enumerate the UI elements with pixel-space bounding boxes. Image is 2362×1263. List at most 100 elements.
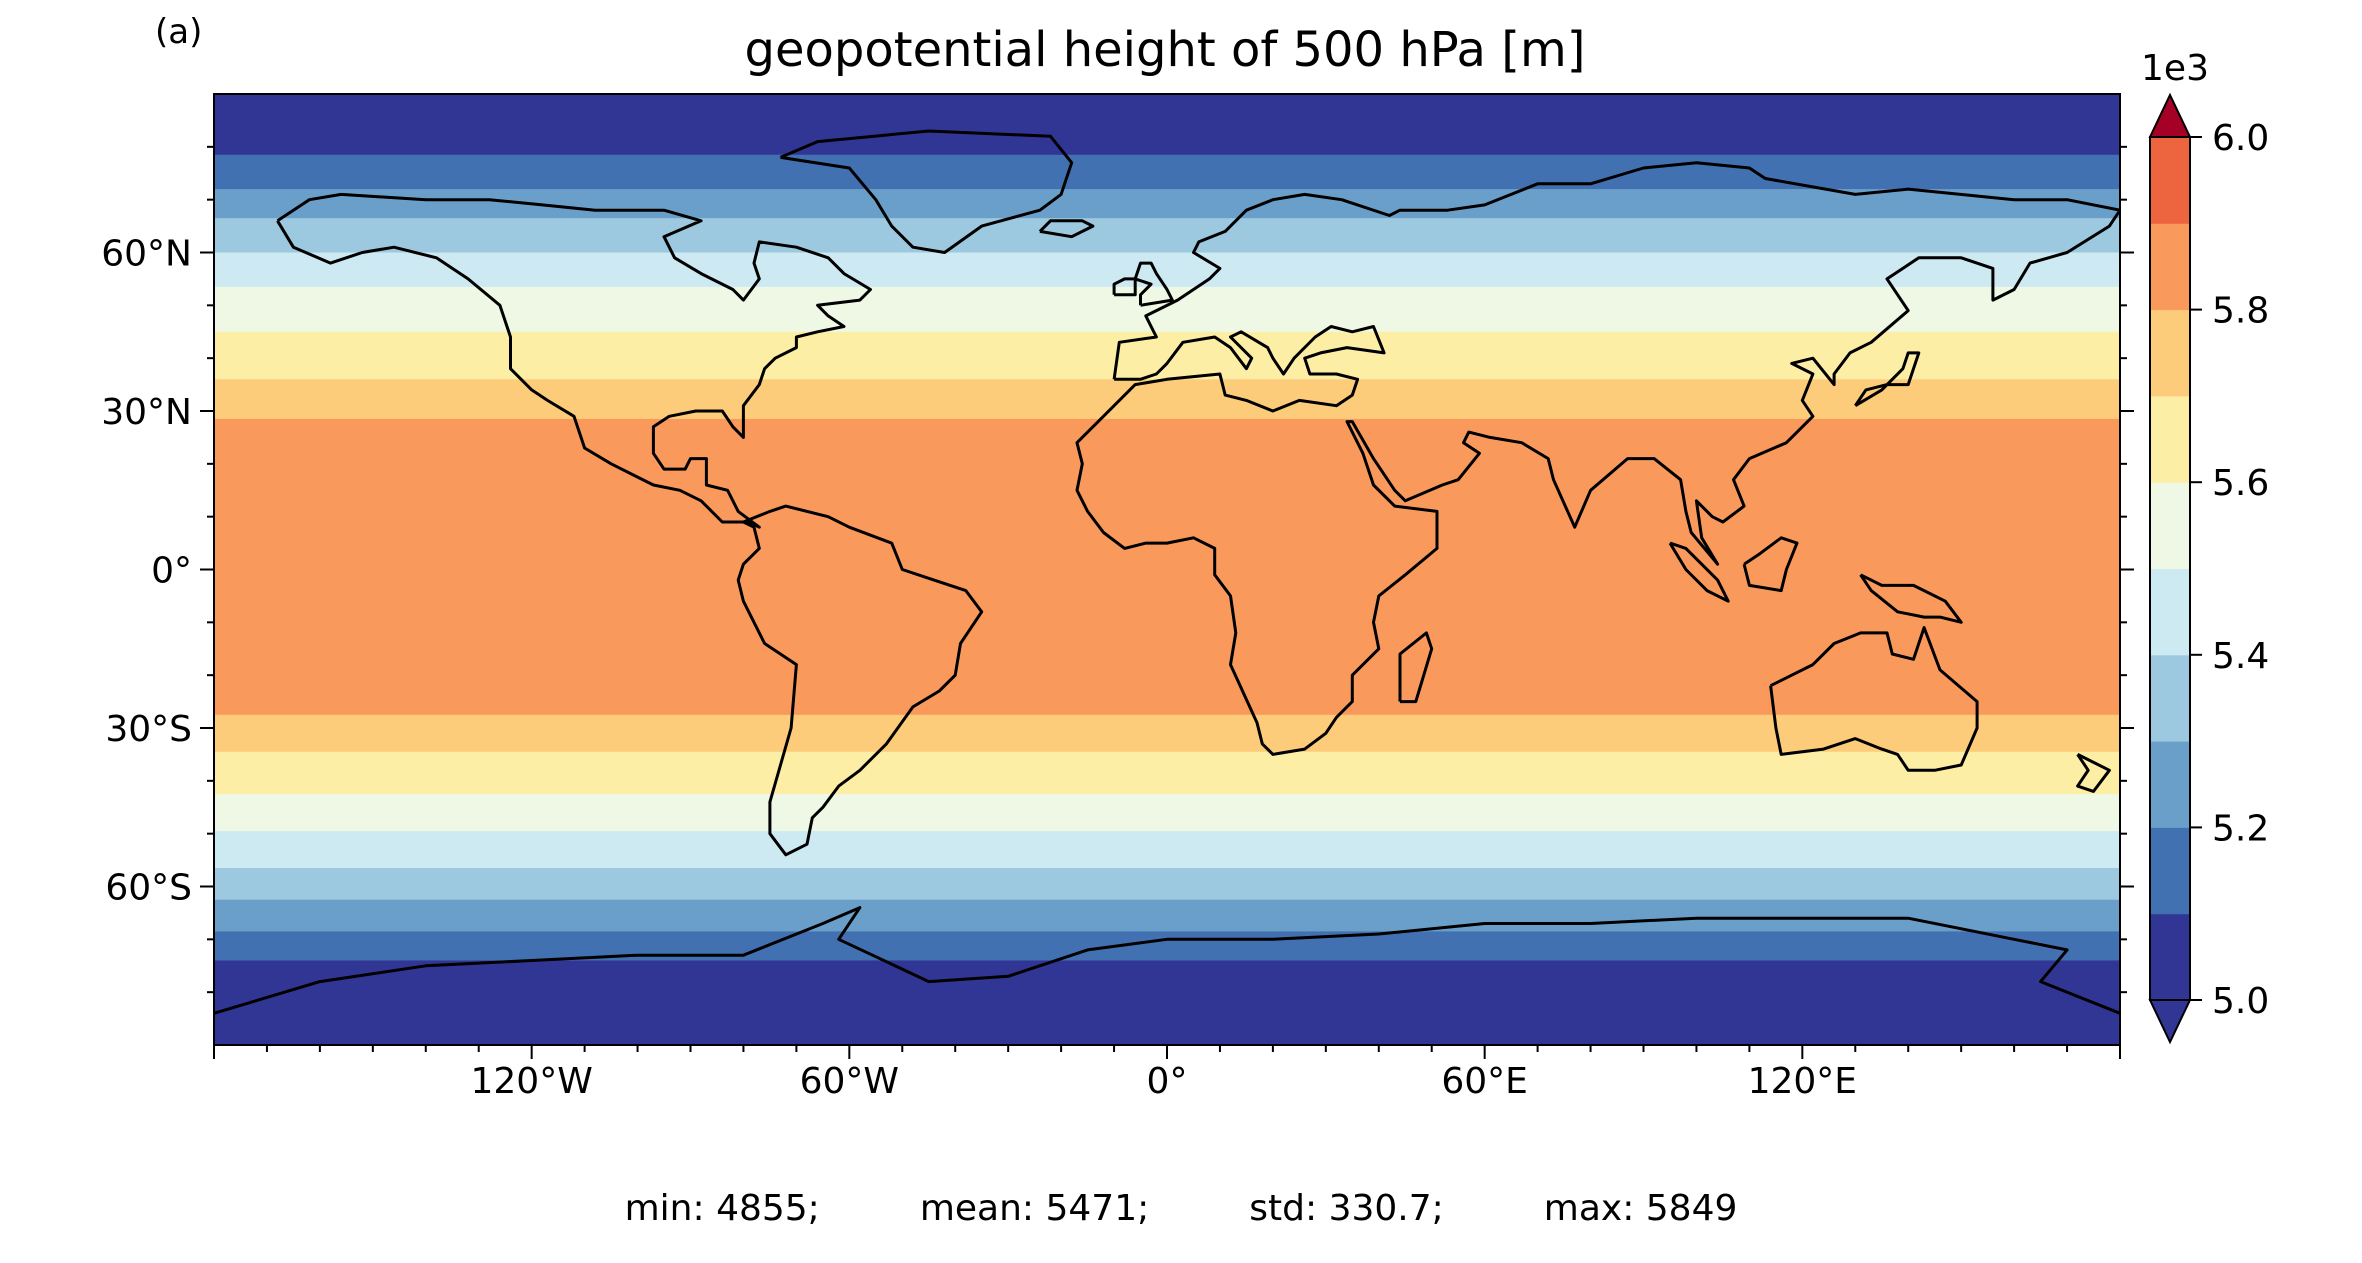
- contour-band: [214, 144, 2120, 148]
- contour-band: [214, 146, 2120, 151]
- contour-band: [214, 772, 2120, 777]
- contour-band: [214, 297, 2120, 301]
- contour-band: [214, 350, 2120, 354]
- contour-band: [214, 749, 2120, 753]
- y-tick-label: 60°S: [105, 868, 192, 909]
- contour-band: [214, 566, 2120, 571]
- contour-band: [214, 685, 2120, 689]
- contour-band: [214, 94, 2120, 98]
- contour-band: [214, 167, 2120, 172]
- contour-band: [214, 915, 2120, 919]
- contour-band: [214, 379, 2120, 383]
- contour-band: [214, 413, 2120, 417]
- contour-band: [214, 138, 2120, 143]
- contour-band: [214, 825, 2120, 829]
- contour-band: [214, 358, 2120, 362]
- contour-band: [214, 247, 2120, 251]
- contour-band: [214, 809, 2120, 814]
- contour-band: [214, 455, 2120, 460]
- contour-band: [214, 651, 2120, 655]
- contour-band: [214, 804, 2120, 808]
- y-tick-label: 30°S: [105, 709, 192, 750]
- contour-band: [214, 783, 2120, 787]
- contour-band: [214, 984, 2120, 988]
- contour-band: [214, 907, 2120, 911]
- contour-band: [214, 397, 2120, 402]
- contour-band: [214, 635, 2120, 639]
- contour-band: [214, 928, 2120, 933]
- contour-band: [214, 326, 2120, 330]
- contour-band: [214, 997, 2120, 1001]
- contour-band: [214, 149, 2120, 153]
- contour-band: [214, 569, 2120, 573]
- contour-band: [214, 976, 2120, 980]
- contour-band: [214, 667, 2120, 671]
- contour-band: [214, 160, 2120, 164]
- contour-band: [214, 101, 2120, 106]
- contour-band: [214, 477, 2120, 481]
- y-tick-label: 30°N: [101, 392, 192, 433]
- contour-band: [214, 741, 2120, 745]
- coastline-new-zealand: [2076, 753, 2111, 793]
- contour-band: [214, 881, 2120, 885]
- contour-band: [214, 204, 2120, 209]
- contour-band: [214, 492, 2120, 497]
- contour-band: [214, 796, 2120, 800]
- contour-band: [214, 934, 2120, 938]
- contour-band: [214, 165, 2120, 169]
- contour-band: [214, 683, 2120, 687]
- contour-band: [214, 1002, 2120, 1006]
- x-tick-label: 60°W: [800, 1061, 899, 1102]
- contour-band: [214, 654, 2120, 658]
- contour-band: [214, 495, 2120, 499]
- contour-band: [214, 640, 2120, 645]
- coastline-eurasia-africa: [1075, 161, 2120, 756]
- contour-band: [214, 347, 2120, 351]
- contour-band: [214, 392, 2120, 396]
- contour-band: [214, 587, 2120, 592]
- contour-band: [214, 899, 2120, 903]
- contour-band: [214, 1013, 2120, 1017]
- contour-band: [214, 310, 2120, 314]
- contour-band: [214, 770, 2120, 774]
- coastline-japan: [1854, 351, 1921, 407]
- contour-band: [214, 709, 2120, 713]
- contour-band: [214, 527, 2120, 531]
- coastline-madagascar: [1398, 631, 1434, 704]
- contour-band: [214, 791, 2120, 795]
- contour-band: [214, 1034, 2120, 1038]
- contour-band: [214, 514, 2120, 518]
- contour-band: [214, 194, 2120, 198]
- contour-band: [214, 638, 2120, 642]
- colorbar-extend-top: [2148, 92, 2192, 138]
- contour-band: [214, 405, 2120, 409]
- contour-band: [214, 1010, 2120, 1014]
- contour-band: [214, 450, 2120, 454]
- contour-band: [214, 355, 2120, 359]
- contour-band: [214, 593, 2120, 597]
- contour-band: [214, 181, 2120, 185]
- contour-band: [214, 270, 2120, 275]
- contour-band: [214, 162, 2120, 166]
- contour-band: [214, 873, 2120, 877]
- contour-band: [214, 698, 2120, 703]
- tick-marks: [200, 145, 2134, 1059]
- contour-band: [214, 170, 2120, 174]
- x-tick-label: 120°E: [1748, 1061, 1857, 1102]
- contour-band: [214, 236, 2120, 240]
- contour-band: [214, 598, 2120, 602]
- contour-band: [214, 838, 2120, 843]
- contour-band: [214, 469, 2120, 473]
- contour-band: [214, 743, 2120, 748]
- contour-band: [214, 466, 2120, 470]
- coastlines: [214, 129, 2120, 1015]
- contour-band: [214, 474, 2120, 478]
- contour-band: [214, 334, 2120, 338]
- contour-band: [214, 263, 2120, 267]
- contour-band: [214, 891, 2120, 896]
- contour-band: [214, 329, 2120, 333]
- contour-band: [214, 762, 2120, 766]
- stat-std: std: 330.7;: [1249, 1188, 1444, 1229]
- contour-band: [214, 141, 2120, 145]
- contour-band: [214, 680, 2120, 684]
